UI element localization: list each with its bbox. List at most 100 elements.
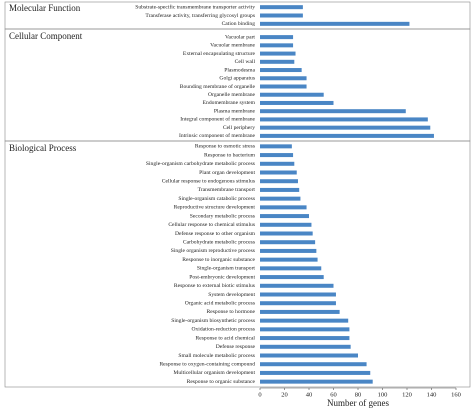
y-tick-label: Transmembrane transport [198,187,256,193]
y-tick-label: Single-organism carbohydrate metabolic p… [146,161,255,167]
bar [260,100,334,105]
y-tick-label: Small molecule metabolic process [178,353,255,359]
bar [260,353,358,358]
y-tick-label: Bounding membrane of organelle [180,83,256,90]
bar [260,275,324,280]
y-tick-label: Cellular response to endogenous stimulus [162,178,255,184]
bar [260,370,371,375]
y-tick-label: Multicellular organism development [173,370,255,376]
y-tick-label: Cell wall [235,59,256,65]
bar [260,153,294,158]
y-tick-label: Endomembrane system [203,100,256,106]
bar [260,292,336,297]
y-tick-label: Reproductive structure development [174,205,256,211]
y-tick-label: Response to inorganic substance [182,257,255,263]
y-tick-label: Single-organism biosynthetic process [171,318,255,324]
bar [260,214,309,219]
bar [260,170,297,175]
y-tick-label: Integral component of membrane [180,116,255,123]
bar [260,266,322,271]
bar [260,327,350,332]
y-tick-label: Response to hormone [207,309,256,315]
bar [260,43,294,48]
bar [260,117,428,122]
y-tick-label: Transferase activity, transferring glyco… [145,12,255,19]
bar [260,51,296,56]
bar [260,109,406,114]
y-tick-label: Single-organism transport [197,266,256,272]
panel-title: Molecular Function [9,3,81,13]
y-tick-label: Cellular response to chemical stimulus [168,222,255,228]
x-axis-label: Number of genes [327,398,389,408]
y-tick-label: Cell periphery [223,125,255,131]
y-tick-label: System development [208,292,255,298]
bar [260,161,295,166]
bar [260,205,307,210]
y-tick-label: Response to acid chemical [196,335,256,341]
bar [260,301,336,306]
y-tick-label: Response to organic substance [187,379,256,385]
x-tick-label: 0 [258,391,261,398]
bar [260,336,350,341]
y-tick-label: Post-embryonic development [189,274,255,280]
y-tick-label: Response to external biotic stimulus [174,283,255,289]
y-tick-label: Cation binding [222,21,256,27]
bar [260,179,298,184]
bar [260,144,292,149]
x-tick-label: 120 [402,391,412,398]
y-tick-label: Single organism reproductive process [171,248,255,254]
y-tick-label: Organelle membrane [208,92,255,98]
y-tick-label: Substrate-specific transmembrane transpo… [135,3,255,10]
bar [260,92,324,97]
bar [260,68,302,73]
panel-title: Biological Process [9,143,77,153]
panel-title: Cellular Component [9,31,83,41]
y-tick-label: Vacuolar membrane [210,43,255,49]
y-tick-label: Plasma membrane [214,108,256,114]
panel [4,140,471,388]
bar [260,379,373,384]
y-tick-label: External encapsulating structure [183,51,256,57]
y-tick-label: Vacuolar part [225,34,255,40]
bar [260,318,349,323]
x-tick-label: 80 [355,391,362,398]
y-tick-label: Oxidation-reduction process [191,327,255,333]
y-tick-label: Golgi apparatus [219,76,255,82]
x-tick-label: 60 [330,391,337,398]
bar [260,283,334,288]
bar [260,222,312,227]
bar [260,21,410,26]
bar [260,248,317,253]
bar [260,196,301,201]
bar [260,362,367,367]
bar [260,59,295,64]
y-tick-label: Response to oxygen-containing compound [159,361,255,367]
y-tick-label: Carbohydrate metabolic process [183,239,255,245]
x-tick-label: 140 [427,391,437,398]
y-tick-label: Plasmodesma [224,67,255,73]
y-tick-label: Defense response to other organism [175,230,256,237]
bar [260,257,318,262]
bar [260,344,351,349]
y-tick-label: Secondary metabolic process [190,213,255,219]
x-tick-label: 160 [451,391,461,398]
bar [260,231,313,236]
bar [260,187,300,192]
bar [260,240,316,245]
bar [260,13,303,18]
x-tick-label: 40 [306,391,313,398]
y-tick-label: Single-organism catabolic process [178,196,255,202]
bar [260,133,434,138]
bar [260,125,431,130]
y-tick-label: Response to osmotic stress [195,144,255,150]
bar [260,76,307,81]
bar [260,5,303,10]
y-tick-label: Intrinsic component of membrane [179,132,255,139]
y-tick-label: Defense response [216,343,256,350]
y-tick-label: Organic acid metabolic process [185,300,255,306]
bar [260,35,294,40]
x-tick-label: 100 [378,391,388,398]
y-tick-label: Response to bacterium [204,152,256,158]
y-tick-label: Plant organ development [199,170,255,176]
